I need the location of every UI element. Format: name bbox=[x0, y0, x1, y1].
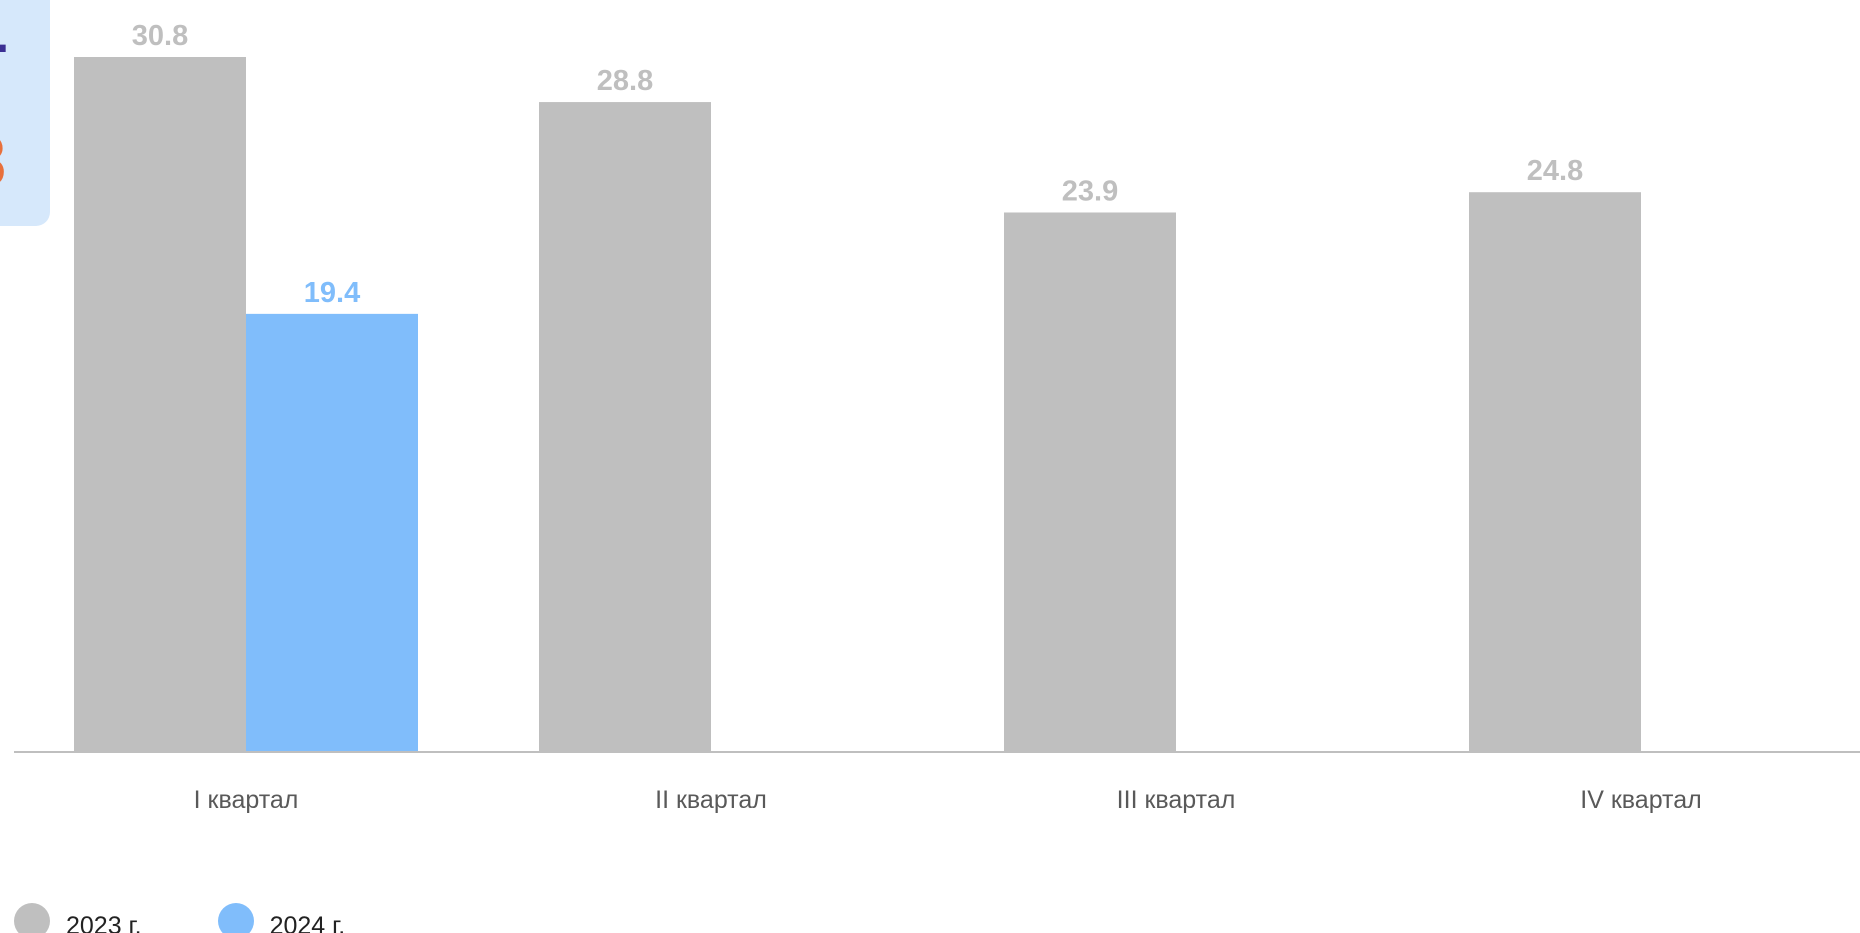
x-tick-label-q3: III квартал bbox=[1117, 786, 1236, 814]
legend-swatch-2024 bbox=[217, 902, 254, 933]
value-label-2023-q3: 23.9 bbox=[1062, 175, 1118, 207]
side-panel: 4 8 bbox=[0, 0, 50, 226]
legend-item-2023: 2023 г. bbox=[14, 890, 142, 933]
bar-2023-q3 bbox=[1004, 212, 1176, 752]
legend-label-2023: 2023 г. bbox=[66, 912, 142, 933]
bars-group bbox=[74, 57, 1641, 752]
bar-2024-q1 bbox=[246, 313, 418, 751]
legend-item-2024: 2024 г. bbox=[217, 890, 346, 933]
side-panel-number-top: 4 bbox=[0, 2, 6, 74]
value-labels-group: 30.8 19.4 28.8 23.9 24.8 bbox=[132, 20, 1583, 309]
x-tick-label-q4: IV квартал bbox=[1580, 786, 1701, 814]
legend-swatch-2023 bbox=[14, 902, 50, 933]
value-label-2023-q1: 30.8 bbox=[132, 20, 188, 52]
side-panel-number-bottom: 8 bbox=[0, 126, 6, 198]
value-label-2023-q2: 28.8 bbox=[597, 65, 653, 97]
bar-2023-q1 bbox=[74, 57, 246, 751]
bar-2023-q4 bbox=[1469, 192, 1641, 751]
value-label-2024-q1: 19.4 bbox=[304, 277, 360, 309]
value-label-2023-q4: 24.8 bbox=[1527, 155, 1583, 187]
legend: 2023 г. 2024 г. bbox=[14, 898, 421, 933]
x-tick-label-q2: II квартал bbox=[655, 786, 767, 814]
legend-label-2024: 2024 г. bbox=[269, 912, 346, 933]
x-tick-label-q1: I квартал bbox=[194, 786, 299, 814]
x-tick-labels-group: I квартал II квартал III квартал IV квартал bbox=[194, 786, 1702, 814]
bar-2023-q2 bbox=[539, 102, 711, 751]
